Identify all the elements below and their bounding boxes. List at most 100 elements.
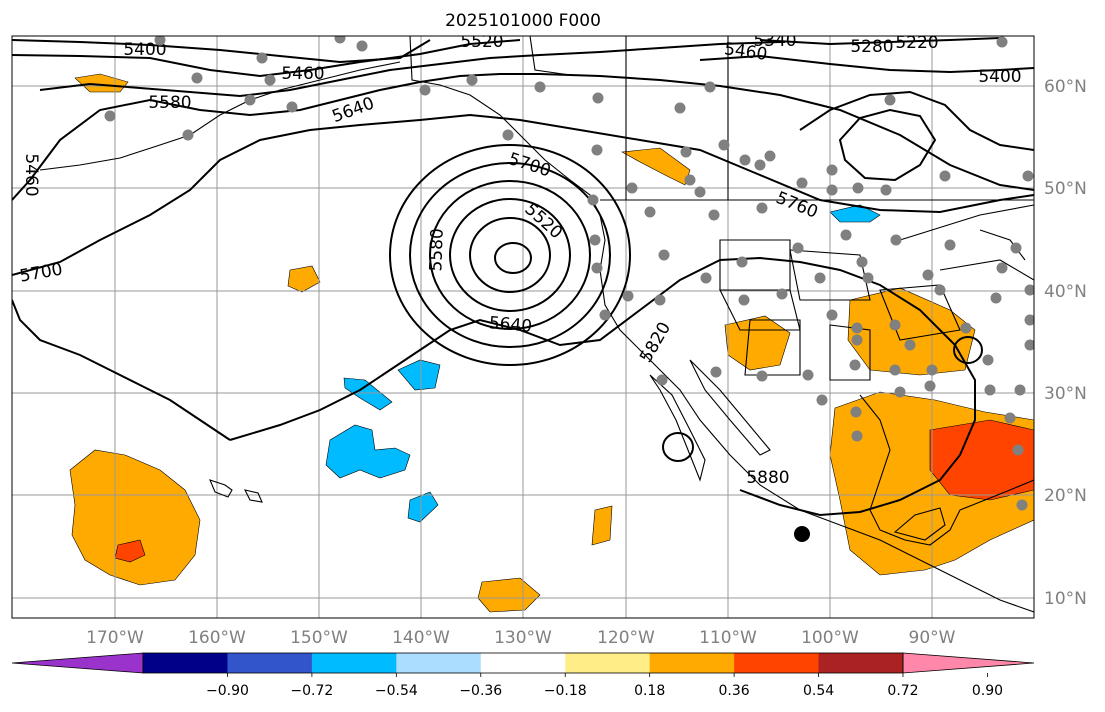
station-marker <box>796 177 808 189</box>
colorbar-over-extension <box>902 652 1035 674</box>
map-frame <box>11 35 1035 619</box>
station-marker <box>1022 170 1034 182</box>
contour-label: 5280 <box>850 37 893 57</box>
lat-tick-label: 10°N <box>1044 589 1087 609</box>
station-marker <box>990 292 1002 304</box>
colorbar-tick-label: −0.90 <box>206 683 249 699</box>
station-marker <box>736 256 748 268</box>
station-marker <box>104 110 116 122</box>
station-marker <box>644 206 656 218</box>
colorbar <box>11 652 1035 674</box>
station-marker <box>599 309 611 321</box>
positive-anomaly-bc <box>621 147 691 186</box>
colorbar-tick-label: 0.54 <box>803 683 834 699</box>
station-marker <box>191 72 203 84</box>
station-marker <box>764 150 776 162</box>
colorbar-under-extension <box>11 652 144 674</box>
station-marker <box>739 154 751 166</box>
station-marker <box>996 36 1008 48</box>
station-marker <box>889 319 901 331</box>
negative-anomaly-pacific-2 <box>343 377 393 411</box>
station-marker <box>944 239 956 251</box>
station-marker <box>849 359 861 371</box>
station-marker <box>182 129 194 141</box>
lat-tick-label: 40°N <box>1044 282 1087 302</box>
longitude-axis: 170°W 160°W 150°W 140°W 130°W 120°W 110°… <box>86 628 956 648</box>
station-marker <box>256 52 268 64</box>
station-marker <box>960 322 972 334</box>
station-marker <box>862 272 874 284</box>
lon-tick-label: 170°W <box>86 628 144 648</box>
station-marker <box>880 184 892 196</box>
contour-label: 5460 <box>21 153 41 196</box>
height-contours <box>12 37 1034 517</box>
colorbar-segment <box>649 653 735 673</box>
station-marker <box>890 234 902 246</box>
station-marker <box>826 164 838 176</box>
station-marker <box>622 290 634 302</box>
colorbar-segment <box>818 653 904 673</box>
station-marker <box>776 288 788 300</box>
colorbar-segment <box>311 653 397 673</box>
station-marker <box>1010 242 1022 254</box>
shaded-anomaly-fields <box>69 73 1034 613</box>
station-marker <box>1016 499 1028 511</box>
contour-label: 5520 <box>460 32 503 52</box>
contour-label: 5580 <box>426 228 447 272</box>
station-marker <box>356 40 368 52</box>
station-marker <box>926 364 938 376</box>
colorbar-tick-label: 0.18 <box>634 683 665 699</box>
station-marker <box>852 182 864 194</box>
station-marker <box>738 294 750 306</box>
station-marker <box>1024 284 1034 296</box>
colorbar-tick-label: 0.36 <box>719 683 750 699</box>
negative-anomaly-pacific-3 <box>407 491 439 523</box>
colorbar-segment <box>480 653 566 673</box>
station-marker <box>244 94 256 106</box>
colorbar-tick-label: 0.72 <box>887 683 918 699</box>
station-marker <box>286 101 298 113</box>
station-markers <box>104 36 1034 511</box>
station-marker <box>851 334 863 346</box>
strong-anomaly-mexico <box>929 419 1034 501</box>
station-marker <box>754 159 766 171</box>
station-marker <box>419 84 431 96</box>
station-marker <box>996 262 1008 274</box>
colorbar-segment <box>227 653 313 673</box>
station-marker <box>587 194 599 206</box>
colorbar-tick-label: 0.90 <box>972 683 1003 699</box>
map-title: 2025101000 F000 <box>445 11 601 31</box>
lon-tick-label: 150°W <box>290 628 348 648</box>
coastlines <box>39 36 1034 613</box>
station-marker <box>851 322 863 334</box>
station-marker <box>934 284 946 296</box>
colorbar-tick-label: −0.18 <box>544 683 587 699</box>
station-marker <box>334 36 346 44</box>
low-center-marker <box>794 526 810 542</box>
lon-tick-label: 90°W <box>909 628 956 648</box>
station-marker <box>466 74 478 86</box>
station-marker <box>684 174 696 186</box>
station-marker <box>626 182 638 194</box>
station-marker <box>922 269 934 281</box>
station-marker <box>889 364 901 376</box>
station-marker <box>756 202 768 214</box>
station-marker <box>856 256 868 268</box>
contour-label: 5340 <box>753 31 796 51</box>
station-marker <box>1004 412 1016 424</box>
lon-tick-label: 140°W <box>392 628 450 648</box>
contour-label: 5400 <box>123 40 166 60</box>
colorbar-tick-label: −0.36 <box>459 683 502 699</box>
lat-tick-label: 60°N <box>1044 77 1087 97</box>
lat-tick-label: 20°N <box>1044 486 1087 506</box>
lon-tick-label: 100°W <box>801 628 859 648</box>
positive-anomaly-west-pacific <box>69 449 201 586</box>
positive-anomaly-small-1 <box>591 505 613 546</box>
station-marker <box>1024 339 1034 351</box>
colorbar-segment <box>734 653 820 673</box>
map-panel: 5400 5460 5580 5640 5520 5460 5400 5340 … <box>12 31 1034 618</box>
latitude-axis: 60°N 50°N 40°N 30°N 20°N 10°N <box>1044 77 1087 609</box>
negative-anomaly-hawaii-north <box>325 424 411 479</box>
colorbar-segment <box>565 653 651 673</box>
station-marker <box>654 294 666 306</box>
